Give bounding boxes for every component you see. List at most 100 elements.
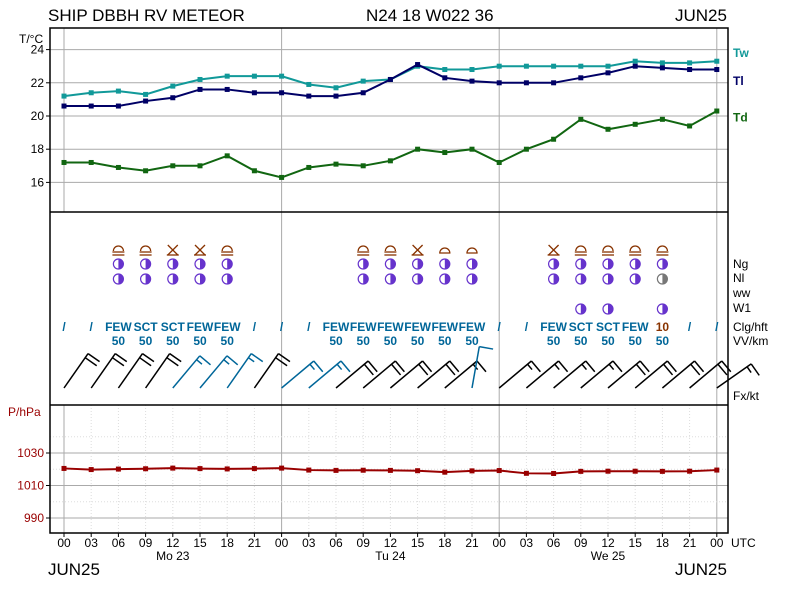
x-tick-label: 03 (520, 536, 534, 550)
weather-cross (194, 244, 206, 256)
cloud-amount-label: / (715, 320, 719, 334)
weather-symbol-fog (656, 245, 669, 256)
data-point-tl (143, 98, 149, 104)
weather-symbol-clear (166, 244, 179, 256)
data-point-pressure (251, 466, 257, 472)
weather-symbol-fog (221, 245, 234, 256)
cover-fill (662, 304, 668, 314)
weather-symbol-rain (466, 247, 478, 254)
data-point-td (387, 158, 393, 164)
x-tick-label: 21 (465, 536, 479, 550)
wind-barb (63, 352, 100, 389)
visibility-label: 50 (629, 334, 643, 348)
cover-fill (553, 259, 559, 269)
cloud-cover-ng-icon (656, 258, 669, 270)
cover-fill (608, 304, 613, 314)
cloud-cover-nl-icon (602, 273, 614, 285)
data-point-pressure (360, 467, 366, 473)
data-point-td (496, 159, 502, 165)
x-tick-label: 00 (710, 536, 724, 550)
data-point-tl (551, 80, 557, 86)
temp-axis-label: T/°C (19, 32, 43, 46)
visibility-label: 50 (438, 334, 452, 348)
cloud-amount-label: / (307, 320, 311, 334)
data-point-tw (578, 63, 584, 69)
day-label: We 25 (591, 549, 626, 563)
data-point-pressure (61, 465, 67, 471)
day-label: Tu 24 (375, 549, 406, 563)
data-point-pressure (469, 468, 475, 474)
data-point-td (360, 163, 366, 169)
data-point-tw (632, 58, 638, 64)
data-point-pressure (551, 470, 557, 476)
data-point-pressure (197, 466, 203, 472)
data-point-tl (415, 62, 421, 68)
data-point-tw (687, 60, 693, 66)
data-point-tl (387, 76, 393, 82)
data-point-pressure (415, 468, 421, 474)
wind-barb-feather (750, 363, 760, 376)
wind-barb (607, 360, 650, 389)
cloud-amount-label: / (62, 320, 66, 334)
cover-fill (227, 259, 233, 269)
wind-barb-half-feather (247, 357, 255, 363)
visibility-label: 50 (193, 334, 207, 348)
cloud-amount-label: FEW (214, 320, 241, 334)
weather-dome (439, 247, 451, 254)
data-point-tw (605, 63, 611, 69)
data-point-tl (714, 67, 720, 73)
data-point-tw (659, 60, 665, 66)
x-tick-label: 03 (85, 536, 99, 550)
x-tick-label: 21 (683, 536, 697, 550)
wind-barb-feather (139, 357, 152, 367)
visibility-label: 50 (357, 334, 371, 348)
wind-barb-feather (278, 352, 291, 363)
data-point-td (442, 150, 448, 156)
cloud-amount-label: / (525, 320, 529, 334)
cover-fill (417, 274, 423, 284)
data-point-tw (279, 73, 285, 79)
data-point-pressure (496, 468, 502, 474)
x-tick-label: 18 (438, 536, 452, 550)
x-tick-label: 00 (57, 536, 71, 550)
wind-barb-staff (553, 360, 587, 389)
data-point-tw (115, 88, 121, 94)
visibility-label: 50 (547, 334, 561, 348)
wind-barb-staff (226, 353, 252, 389)
wind-barb-feather (367, 360, 378, 373)
cover-fill (662, 259, 668, 269)
data-point-tl (687, 67, 693, 73)
wind-barb-staff (281, 360, 315, 389)
wind-barb (281, 360, 324, 389)
data-point-tl (442, 75, 448, 81)
x-tick-label: 06 (112, 536, 126, 550)
wind-barb-feather (363, 363, 374, 376)
data-point-tw (333, 85, 339, 91)
x-tick-label: 00 (493, 536, 507, 550)
data-point-pressure (306, 467, 312, 473)
wind-barb (444, 360, 487, 389)
weather-symbol-clear (194, 244, 206, 256)
visibility-label: 50 (411, 334, 425, 348)
wind-barb-staff (689, 360, 723, 389)
wind-barb-staff (661, 360, 696, 389)
cover-fill (145, 274, 151, 284)
data-point-tl (496, 80, 502, 86)
data-point-pressure (442, 469, 448, 475)
wind-barb (661, 360, 705, 389)
station-title: SHIP DBBH RV METEOR (48, 6, 245, 25)
x-tick-label: 21 (248, 536, 262, 550)
data-point-tw (197, 76, 203, 82)
wind-barb-feather (585, 360, 596, 373)
synop-row-label: Clg/hft (733, 320, 768, 334)
data-point-tl (333, 93, 339, 99)
cloud-amount-label: FEW (404, 320, 431, 334)
weather-symbol-fog (139, 245, 152, 256)
wind-barb-feather (479, 345, 494, 350)
x-tick-label: 12 (384, 536, 398, 550)
wind-barb-staff (444, 360, 478, 389)
data-point-td (605, 126, 611, 132)
wind-barb (226, 352, 264, 389)
data-point-td (279, 174, 285, 180)
